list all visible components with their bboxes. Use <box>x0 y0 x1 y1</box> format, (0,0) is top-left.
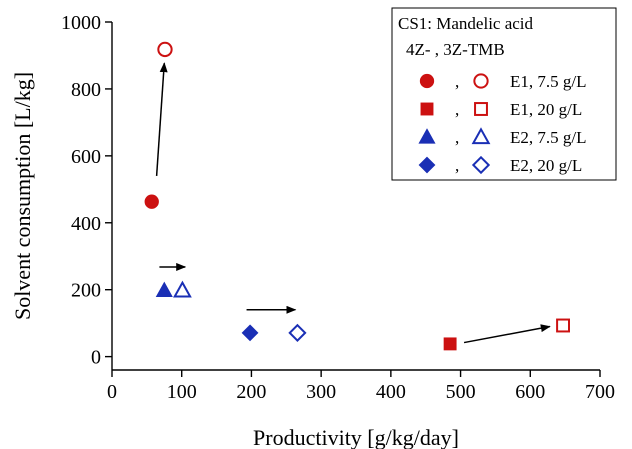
legend-marker-triangle-open <box>471 127 491 145</box>
y-tick-label: 1000 <box>61 12 101 34</box>
legend-entry-label: E2, 7.5 g/L <box>510 128 587 147</box>
x-tick-label: 0 <box>107 381 117 403</box>
x-tick-label: 700 <box>585 381 615 403</box>
axis-ticks: 0 100 200 300 400 500 600 700 0 200 400 600 800 1000 <box>61 12 615 403</box>
annotation-arrow <box>463 324 551 344</box>
legend-marker-square-open <box>474 102 488 116</box>
data-points <box>144 41 571 351</box>
data-point-diamond-open <box>288 323 307 342</box>
legend-entries: , E1, 7.5 g/L, E1, 20 g/L, E2, 7.5 g/L, E2, … <box>418 72 587 175</box>
data-point-diamond-filled <box>241 324 259 342</box>
legend-title: CS1: Mandelic acid <box>398 14 534 33</box>
y-tick-label: 600 <box>71 146 101 168</box>
data-point-circle-filled <box>144 194 159 209</box>
legend: CS1: Mandelic acid 4Z- , 3Z-TMB , E1, 7.5… <box>391 7 617 181</box>
axes <box>111 22 600 371</box>
data-point-triangle-open <box>173 280 192 298</box>
legend-marker-circle-filled <box>419 73 435 89</box>
legend-marker-square-filled <box>420 102 434 116</box>
y-tick-label: 200 <box>71 280 101 302</box>
legend-separator: , <box>455 72 459 91</box>
annotation-arrow <box>155 62 168 176</box>
data-point-triangle-filled <box>155 281 173 298</box>
legend-separator: , <box>455 100 459 119</box>
legend-box <box>391 7 617 181</box>
y-axis-title: Solvent consumption [L/kg] <box>10 72 35 320</box>
annotation-arrows <box>155 62 551 344</box>
y-tick-label: 0 <box>91 347 101 369</box>
x-tick-label: 300 <box>306 381 336 403</box>
y-tick-label: 800 <box>71 79 101 101</box>
data-point-square-open <box>556 318 571 333</box>
legend-separator: , <box>455 128 459 147</box>
legend-subtitle: 4Z- , 3Z-TMB <box>406 40 505 59</box>
x-tick-label: 100 <box>167 381 197 403</box>
x-tick-label: 400 <box>376 381 406 403</box>
x-tick-label: 200 <box>236 381 266 403</box>
data-point-circle-open <box>157 41 173 58</box>
legend-marker-diamond-filled <box>418 156 436 174</box>
legend-marker-circle-open <box>473 73 489 89</box>
data-point-square-filled <box>443 337 457 351</box>
x-tick-label: 600 <box>515 381 545 403</box>
y-tick-label: 400 <box>71 213 101 235</box>
x-tick-label: 500 <box>446 381 476 403</box>
x-axis-title: Productivity [g/kg/day] <box>253 425 459 449</box>
legend-marker-diamond-open <box>471 155 491 175</box>
legend-separator: , <box>455 156 459 175</box>
legend-entry-label: E2, 20 g/L <box>510 156 582 175</box>
legend-entry-label: E1, 7.5 g/L <box>510 72 587 91</box>
legend-entry-label: E1, 20 g/L <box>510 100 582 119</box>
legend-marker-triangle-filled <box>418 128 436 144</box>
